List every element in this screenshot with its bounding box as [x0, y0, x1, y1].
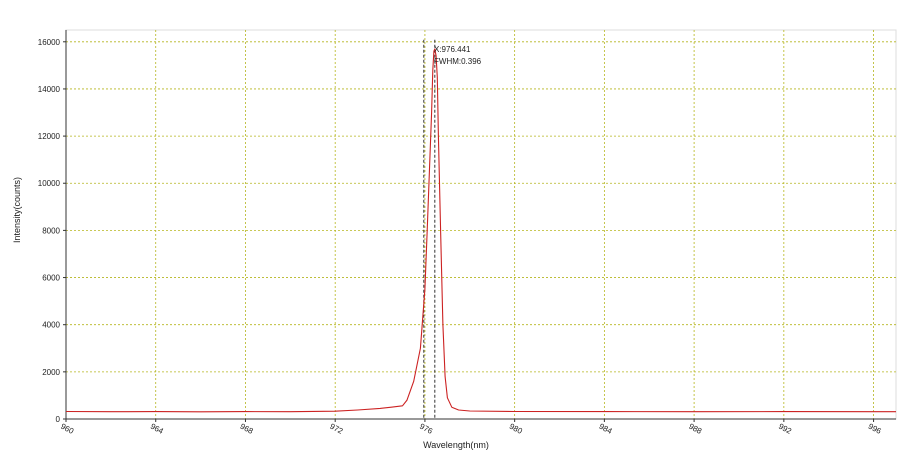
x-tick-label: 964	[149, 422, 165, 436]
y-tick-label: 6000	[42, 274, 60, 283]
grid	[65, 29, 897, 420]
cursor-markers	[423, 39, 436, 419]
x-tick-label: 992	[777, 422, 793, 436]
y-tick-label: 0	[56, 415, 61, 424]
x-tick-label: 976	[418, 422, 434, 436]
peak-annotation: X:976.441 FWHM:0.396	[434, 45, 482, 66]
x-tick-label: 984	[598, 422, 614, 436]
annotation-fwhm: FWHM:0.396	[434, 57, 482, 66]
y-tick-label: 8000	[42, 226, 60, 235]
x-tick-label: 980	[508, 422, 524, 436]
y-tick-label: 14000	[38, 85, 61, 94]
x-tick-label: 968	[239, 422, 255, 436]
x-tick-label: 996	[867, 422, 883, 436]
series-layer	[65, 48, 896, 413]
y-axis-label: Intensity(counts)	[12, 177, 22, 243]
x-tick-label: 972	[328, 422, 344, 436]
y-tick-label: 10000	[38, 179, 61, 188]
series-line	[65, 48, 896, 413]
x-axis-label: Wavelength(nm)	[423, 440, 489, 450]
y-tick-label: 12000	[38, 132, 61, 141]
axes: 0 2000 4000 6000 8000 10000 12000 14000 16000 960…	[38, 30, 896, 436]
x-tick-label: 988	[687, 422, 703, 436]
annotation-x-value: X:976.441	[434, 45, 471, 54]
y-tick-label: 16000	[38, 38, 61, 47]
y-tick-label: 4000	[42, 321, 60, 330]
x-tick-label: 960	[59, 422, 75, 436]
plot-frame	[65, 29, 897, 420]
y-tick-label: 2000	[42, 368, 60, 377]
